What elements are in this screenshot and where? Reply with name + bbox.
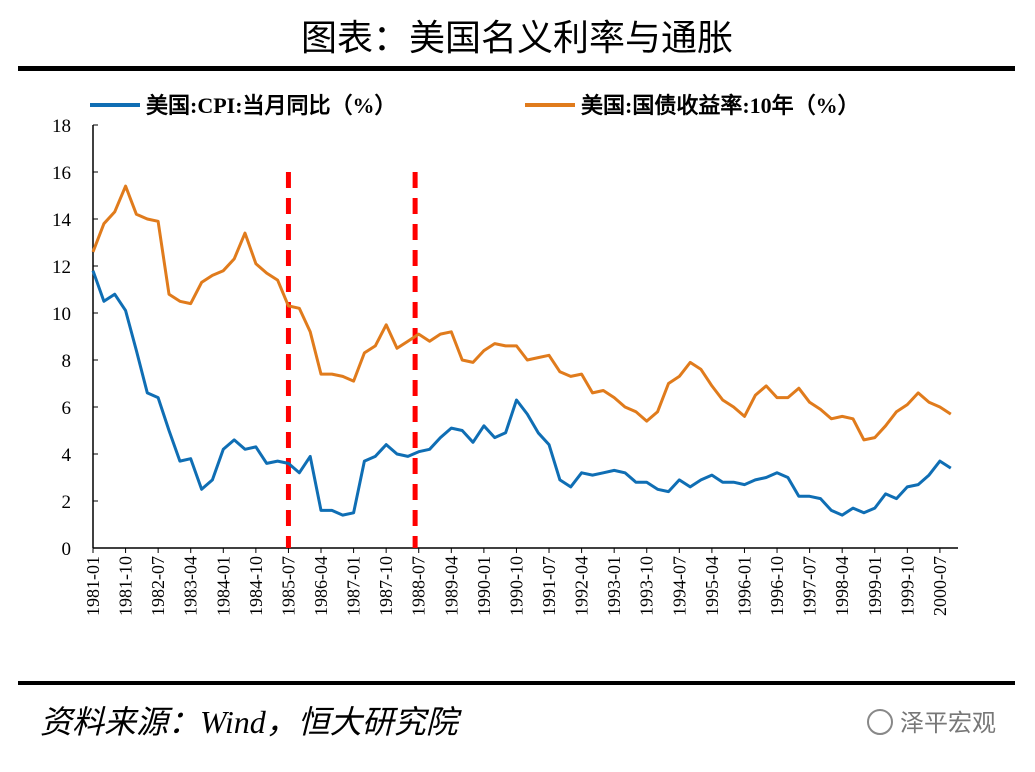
y-tick-label: 0 (62, 539, 72, 560)
y-tick-label: 10 (52, 304, 71, 325)
x-tick-label: 1984-10 (246, 556, 266, 616)
series-line (91, 184, 952, 442)
top-rule (18, 66, 1015, 71)
x-tick-label: 1999-10 (897, 556, 917, 616)
x-tick-label: 1996-10 (767, 556, 787, 616)
x-tick-label: 1985-07 (278, 556, 298, 616)
legend-label: 美国:CPI:当月同比（%） (146, 93, 397, 118)
wechat-icon (867, 709, 893, 735)
y-tick-label: 16 (52, 163, 71, 184)
x-tick-label: 1992-04 (572, 556, 592, 616)
y-tick-label: 18 (52, 116, 71, 137)
x-tick-label: 1981-01 (83, 556, 103, 616)
x-tick-label: 1993-01 (604, 556, 624, 616)
x-tick-label: 1994-07 (669, 556, 689, 616)
x-tick-label: 1984-01 (213, 556, 233, 616)
legend-label: 美国:国债收益率:10年（%） (581, 93, 860, 118)
x-tick-label: 1987-01 (344, 556, 364, 616)
chart-title: 图表：美国名义利率与通胀 (301, 18, 733, 58)
x-tick-label: 1989-04 (441, 556, 461, 616)
y-tick-label: 6 (62, 398, 72, 419)
x-tick-label: 1990-01 (474, 556, 494, 616)
y-tick-label: 14 (52, 210, 72, 231)
x-tick-label: 1991-07 (539, 556, 559, 616)
x-tick-label: 1981-10 (116, 556, 136, 616)
source: 资料来源：Wind，恒大研究院 (40, 704, 463, 740)
x-tick-label: 1983-04 (181, 556, 201, 616)
x-tick-label: 1998-04 (832, 556, 852, 616)
x-tick-label: 2000-07 (930, 556, 950, 616)
x-tick-label: 1995-04 (702, 556, 722, 616)
x-tick-label: 1997-07 (800, 556, 820, 616)
x-tick-label: 1990-10 (506, 556, 526, 616)
x-tick-label: 1996-01 (734, 556, 754, 616)
x-tick-label: 1988-07 (409, 556, 429, 616)
series-line (91, 270, 952, 517)
x-tick-label: 1999-01 (865, 556, 885, 616)
y-tick-label: 12 (52, 257, 71, 278)
y-tick-label: 8 (62, 351, 72, 372)
y-tick-label: 2 (62, 492, 72, 513)
x-tick-label: 1986-04 (311, 556, 331, 616)
y-tick-label: 4 (62, 445, 72, 466)
bottom-rule (18, 681, 1015, 685)
watermark: 泽平宏观 (900, 710, 996, 737)
x-tick-label: 1987-10 (376, 556, 396, 616)
x-tick-label: 1993-10 (637, 556, 657, 616)
x-tick-label: 1982-07 (148, 556, 168, 616)
